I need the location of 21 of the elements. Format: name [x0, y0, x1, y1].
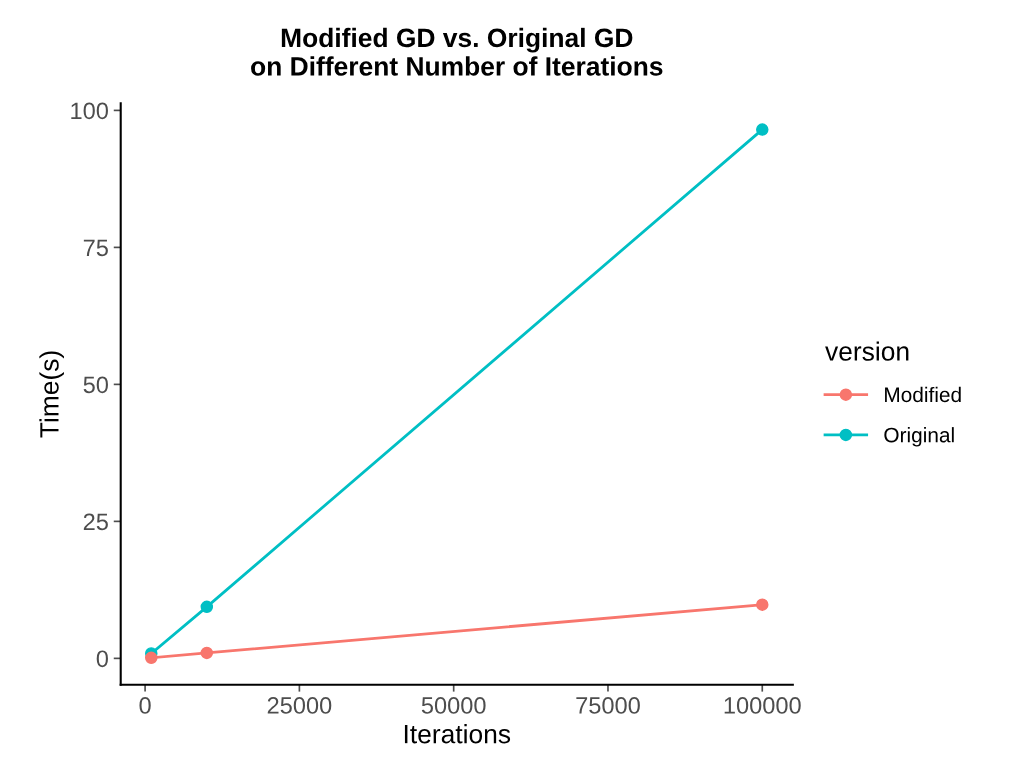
y-tick-label: 25 [83, 513, 108, 531]
point [145, 651, 158, 665]
x-tick-label: 25000 [267, 697, 332, 714]
point [756, 598, 769, 611]
chart-title: Modified GD vs. Original GD on Different Number of Iterations [251, 27, 663, 76]
y-axis-title: Time(s) [39, 351, 64, 438]
point [200, 600, 214, 614]
x-tick-label: 50000 [421, 697, 486, 714]
y-tick-label: 0 [96, 650, 108, 668]
legend-title: version [825, 341, 909, 361]
y-tick-label: 100 [71, 102, 108, 120]
x-tick-label: 0 [139, 697, 151, 714]
legend-label: Original [884, 427, 954, 447]
x-tick-label: 100000 [724, 697, 801, 714]
x-tick-label: 75000 [576, 697, 640, 714]
legend-label: Modified [885, 386, 961, 403]
y-tick-label: 75 [83, 239, 108, 257]
point [200, 646, 214, 660]
x-axis-title: Iterations [404, 724, 511, 744]
y-tick-label: 50 [83, 376, 108, 394]
point [756, 123, 769, 136]
